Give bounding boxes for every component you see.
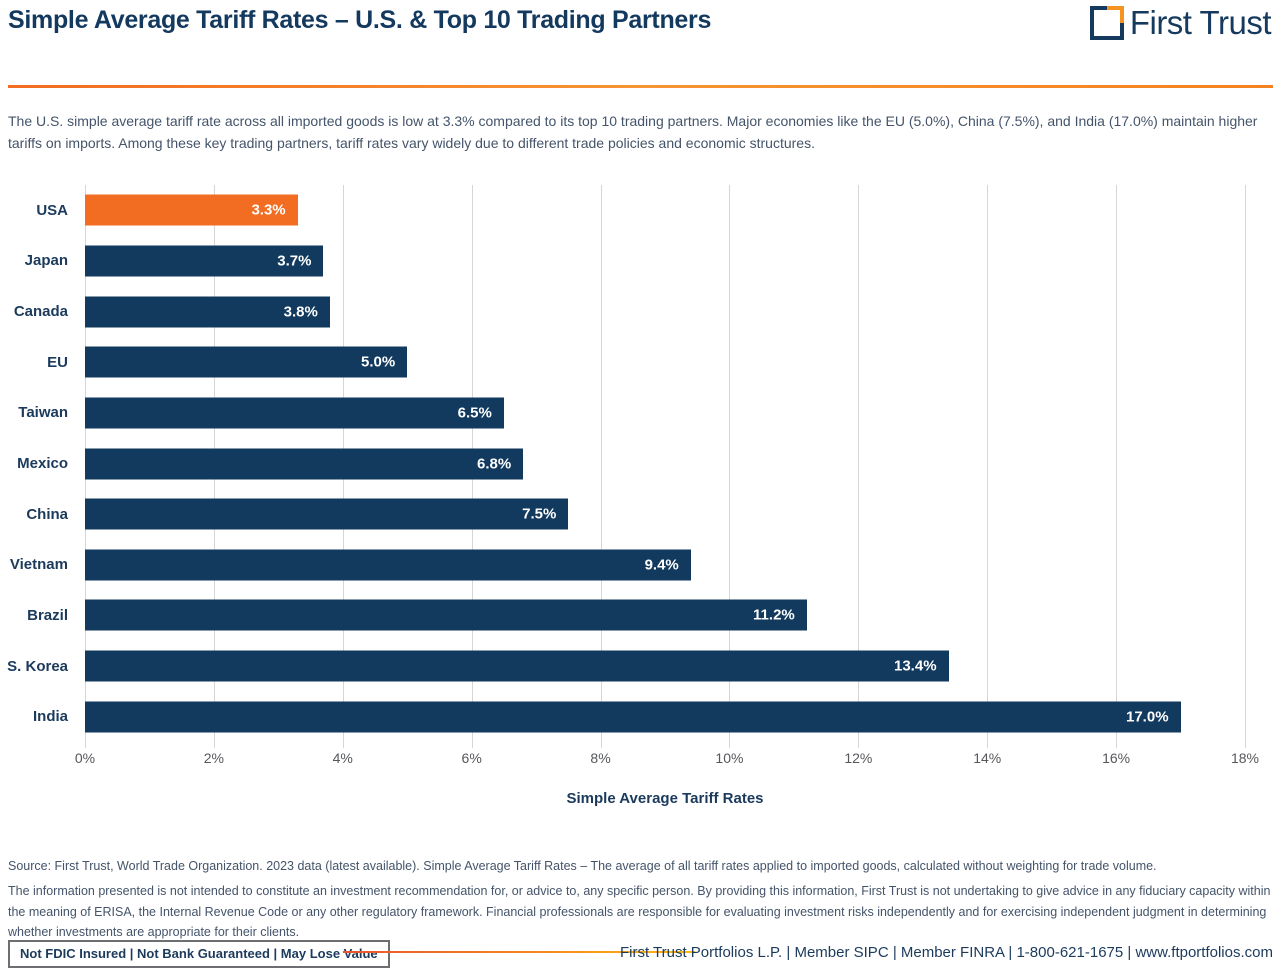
first-trust-logo-text: First Trust (1129, 4, 1272, 41)
x-tick-label: 12% (844, 750, 873, 766)
bar-row: 6.8% (85, 438, 1245, 489)
bar-value-label: 9.4% (644, 556, 679, 574)
disclaimer-text: The information presented is not intende… (8, 884, 1271, 940)
bar: 9.4% (85, 549, 691, 581)
bar-value-label: 7.5% (522, 505, 557, 523)
bar-value-label: 3.3% (251, 201, 286, 219)
bar-row: 11.2% (85, 590, 1245, 641)
gridline (1116, 185, 1118, 748)
category-label: India (32, 708, 68, 726)
x-tick-label: 4% (332, 750, 353, 766)
category-label: Canada (13, 303, 68, 321)
category-label: EU (47, 353, 68, 371)
compliance-badge: Not FDIC Insured | Not Bank Guaranteed |… (8, 940, 390, 968)
chart-plot-area: 3.3% 3.7% 3.8% 5.0% 6.5% 6.8% 7.5% 9.4% 11.2% 13.… (85, 185, 1246, 748)
category-label: China (26, 505, 68, 523)
bar-row: 9.4% (85, 539, 1245, 590)
chart-x-axis-ticks: 0% 2% 4% 6% 8% 10% 12% 14% 16% 18% (75, 750, 1259, 768)
bar-value-label: 17.0% (1126, 708, 1169, 726)
bar: 3.3% (85, 194, 298, 226)
bar-value-label: 5.0% (361, 353, 396, 371)
chart-bars: 3.3% 3.7% 3.8% 5.0% 6.5% 6.8% 7.5% 9.4% 11.2% 13.… (85, 185, 1245, 742)
x-tick-label: 10% (715, 750, 744, 766)
orange-divider (8, 85, 1273, 88)
bar-row: 5.0% (85, 337, 1245, 388)
company-footer-line: First Trust Portfolios L.P. | Member SIP… (619, 944, 1273, 961)
gridline (987, 185, 989, 748)
bar: 6.5% (85, 397, 504, 429)
bar: 5.0% (85, 346, 408, 378)
first-trust-logo-icon (1089, 6, 1124, 40)
bar: 17.0% (85, 701, 1181, 733)
bar-row: 17.0% (85, 691, 1245, 742)
x-tick-label: 0% (74, 750, 96, 766)
category-label: Brazil (27, 606, 68, 624)
gridline (858, 185, 860, 748)
category-label: S. Korea (7, 657, 68, 675)
bar: 13.4% (85, 650, 949, 682)
x-tick-label: 2% (203, 750, 224, 766)
bar-row: 6.5% (85, 388, 1245, 439)
category-label: Mexico (17, 455, 68, 473)
gridline (1245, 185, 1246, 748)
chart-category-labels: USA Japan Canada EU Taiwan Mexico China Vietnam… (0, 185, 68, 742)
category-label: USA (36, 201, 68, 219)
x-tick-label: 8% (590, 750, 611, 766)
bar: 3.7% (85, 245, 324, 277)
x-tick-label: 14% (973, 750, 1002, 766)
intro-paragraph: The U.S. simple average tariff rate acro… (8, 113, 1258, 152)
bar-row: 3.7% (85, 236, 1245, 287)
bar-value-label: 6.8% (477, 455, 512, 473)
bar-row: 3.3% (85, 185, 1245, 236)
bar-value-label: 6.5% (457, 404, 492, 422)
source-note: Source: First Trust, World Trade Organiz… (8, 859, 1157, 873)
bar: 11.2% (85, 599, 807, 631)
bar-row: 3.8% (85, 286, 1245, 337)
bar-value-label: 3.8% (283, 303, 318, 321)
category-label: Japan (24, 252, 68, 270)
chart-x-axis-title: Simple Average Tariff Rates (566, 790, 764, 807)
category-label: Taiwan (18, 404, 68, 422)
x-tick-label: 16% (1102, 750, 1131, 766)
category-label: Vietnam (9, 556, 68, 574)
bar: 7.5% (85, 498, 569, 530)
bar-row: 13.4% (85, 641, 1245, 692)
bar-value-label: 3.7% (277, 252, 312, 270)
footer-orange-line (343, 951, 695, 953)
bar: 3.8% (85, 296, 330, 328)
page-title: Simple Average Tariff Rates – U.S. & Top… (8, 6, 712, 34)
first-trust-logo: First Trust (1089, 4, 1272, 42)
x-tick-label: 18% (1230, 750, 1260, 766)
bar-row: 7.5% (85, 489, 1245, 540)
gridline (729, 185, 731, 748)
bar: 6.8% (85, 448, 524, 480)
x-tick-label: 6% (461, 750, 482, 766)
bar-value-label: 11.2% (753, 606, 795, 624)
bar-value-label: 13.4% (894, 657, 937, 675)
gridline (600, 185, 602, 748)
